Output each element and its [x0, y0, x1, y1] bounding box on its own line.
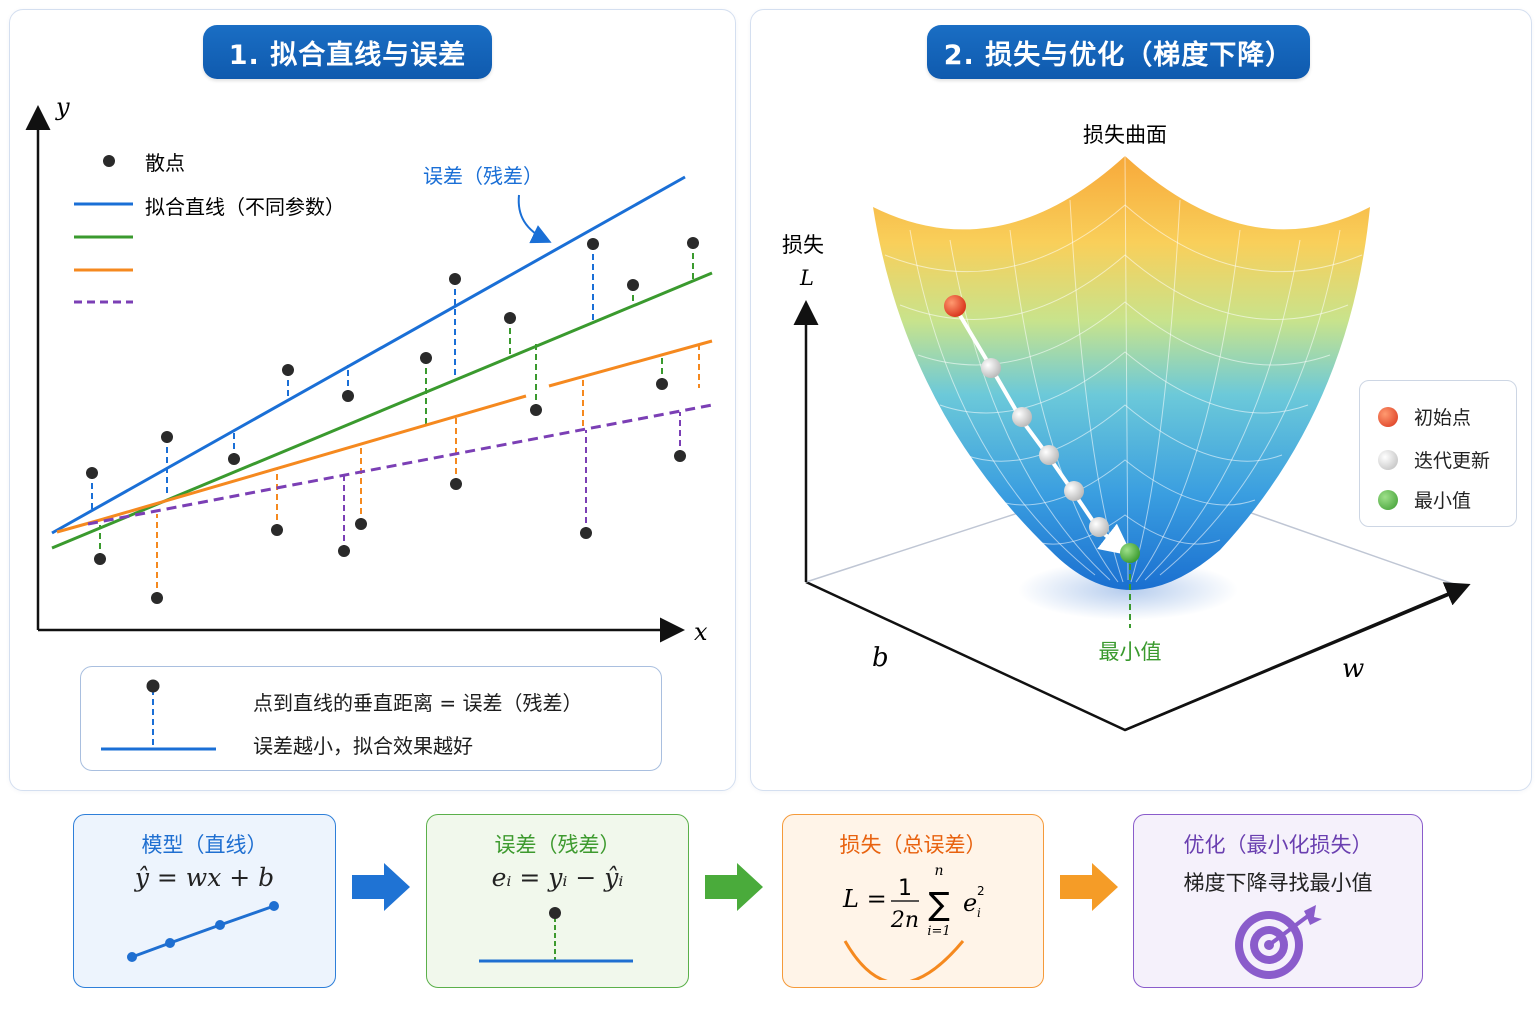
fit-line-purple-dashed — [87, 403, 713, 526]
legend-initial-point: 初始点 — [1378, 403, 1471, 430]
svg-text:2: 2 — [977, 884, 985, 898]
error-card: 误差（残差） eᵢ = yᵢ − ŷᵢ — [426, 814, 689, 988]
loss-axis-label: 损失 — [782, 233, 824, 257]
surface-label: 损失曲面 — [1083, 123, 1167, 147]
arrow-right-icon-green — [705, 863, 763, 911]
initial-point — [944, 295, 966, 317]
svg-text:e: e — [963, 889, 977, 917]
note-line-1: 点到直线的垂直距离 = 误差（残差） — [253, 691, 583, 715]
iteration-point — [1064, 481, 1084, 501]
arrow-right-icon-orange — [1060, 863, 1118, 911]
scatter-points — [86, 237, 699, 604]
loss-surface-plot: 损失曲面 损失 L b w 最小值 — [782, 123, 1471, 732]
minimum-label: 最小值 — [1099, 640, 1162, 664]
residual-icon — [479, 907, 633, 963]
w-axis — [1124, 582, 1471, 732]
iteration-point — [981, 358, 1001, 378]
loss-formula: L = 1 2n n ∑ i=1 e 2 i — [842, 863, 985, 980]
x-axis-label: x — [694, 618, 708, 646]
residual-callout-label: 误差（残差） — [423, 164, 543, 188]
fitting-panel — [9, 9, 736, 791]
fit-line-blue — [51, 175, 686, 535]
grey-ball-icon — [1378, 449, 1398, 470]
residual-explanation-box: 点到直线的垂直距离 = 误差（残差） 误差越小，拟合效果越好 — [80, 666, 662, 771]
fit-line-orange — [56, 394, 527, 534]
model-card: 模型（直线） ŷ = wx + b — [73, 814, 336, 988]
fit-line-orange-segment — [548, 339, 713, 388]
scatter-legend-icon — [103, 155, 115, 167]
arrow-right-icon-blue — [352, 863, 410, 911]
target-icon — [1235, 905, 1322, 979]
svg-text:L =: L = — [842, 885, 887, 913]
svg-text:2n: 2n — [890, 908, 919, 933]
b-axis-label: b — [872, 643, 889, 673]
line-chart-icon — [127, 901, 279, 962]
model-formula: ŷ = wx + b — [134, 863, 275, 892]
scatter-legend-label: 散点 — [145, 151, 185, 175]
fit-line-green — [51, 271, 713, 550]
callout-arrow-icon — [517, 194, 552, 244]
svg-text:n: n — [934, 863, 943, 879]
residual-illustration-icon — [101, 679, 216, 751]
green-ball-icon — [1378, 489, 1398, 510]
optimization-subtitle: 梯度下降寻找最小值 — [1183, 871, 1373, 895]
y-axis-label: y — [55, 93, 70, 121]
iteration-point — [1089, 517, 1109, 537]
legend-minimum: 最小值 — [1378, 486, 1471, 513]
model-card-title: 模型（直线） — [141, 833, 268, 857]
svg-text:i: i — [977, 906, 981, 920]
error-formula: eᵢ = yᵢ − ŷᵢ — [491, 863, 624, 892]
svg-text:1: 1 — [898, 876, 912, 901]
lines-legend-label: 拟合直线（不同参数） — [145, 195, 345, 219]
w-axis-label: w — [1342, 654, 1364, 684]
svg-text:i=1: i=1 — [927, 924, 950, 939]
parabola-icon — [843, 940, 965, 980]
loss-panel-title: 2. 损失与优化（梯度下降） — [927, 25, 1310, 79]
minimum-point — [1120, 543, 1140, 563]
fitting-panel-title: 1. 拟合直线与误差 — [203, 25, 492, 79]
iteration-point — [1039, 445, 1059, 465]
iteration-point — [1012, 407, 1032, 427]
optimization-card: 优化（最小化损失） 梯度下降寻找最小值 — [1133, 814, 1423, 988]
legend-iteration: 迭代更新 — [1378, 446, 1490, 473]
descent-legend: 初始点 迭代更新 最小值 — [1359, 380, 1517, 527]
svg-text:∑: ∑ — [928, 885, 950, 923]
optimization-card-title: 优化（最小化损失） — [1183, 833, 1373, 857]
loss-card: 损失（总误差） L = 1 2n n ∑ i=1 e 2 i — [782, 814, 1044, 988]
error-card-title: 误差（残差） — [494, 833, 621, 857]
loss-axis-symbol: L — [799, 266, 814, 290]
scatter-plot: y x 散点 拟合直线（不同参数） 误差（残差） — [25, 93, 713, 646]
note-line-2: 误差越小，拟合效果越好 — [253, 734, 473, 758]
loss-card-title: 损失（总误差） — [839, 833, 987, 857]
red-ball-icon — [1378, 406, 1398, 427]
loss-surface — [873, 156, 1370, 590]
